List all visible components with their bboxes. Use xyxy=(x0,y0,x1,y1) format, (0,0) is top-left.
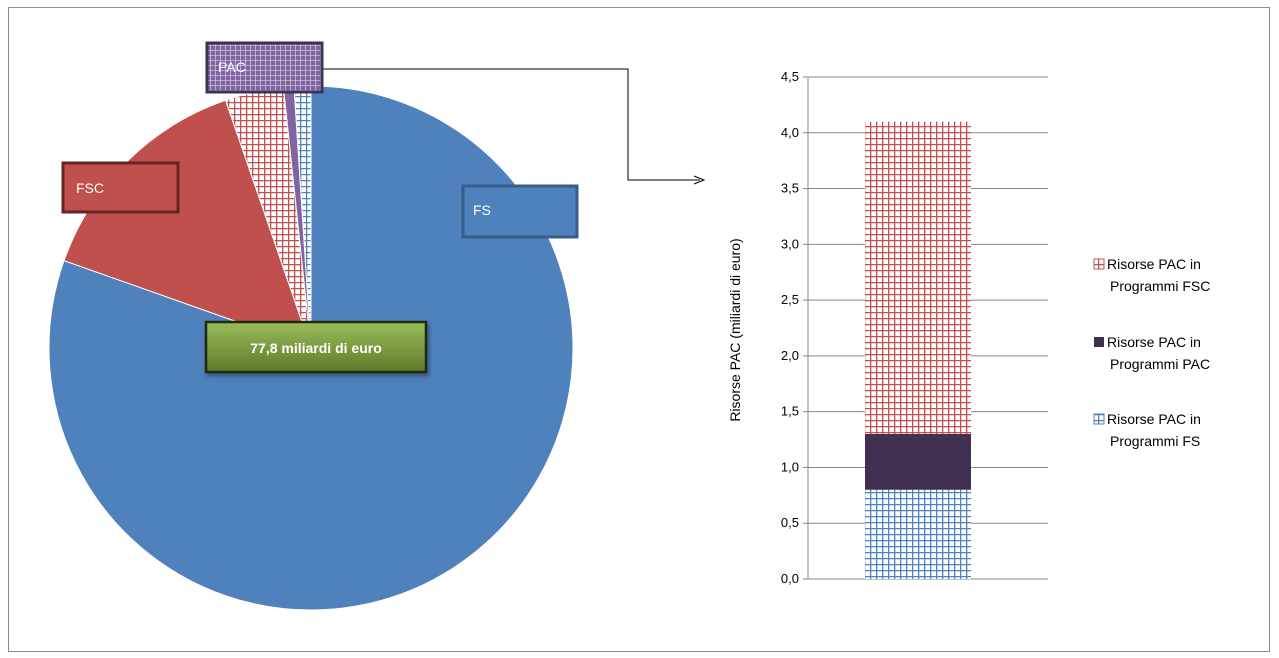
legend-swatch-programmi-fsc xyxy=(1093,258,1105,270)
center-total-text: 77,8 miliardi di euro xyxy=(250,340,382,356)
callout-fsc-box xyxy=(61,161,180,214)
callout-fsc: FSC xyxy=(61,161,180,214)
y-tick-label: 2,5 xyxy=(781,292,799,307)
legend-swatch-programmi-pac xyxy=(1094,337,1104,347)
stacked-bar-chart: 0,0 0,5 1,0 1,5 2,0 2,5 3,0 3,5 4,0 4,5 Risorse P… xyxy=(727,69,1048,586)
center-total-box xyxy=(204,320,428,374)
bar-segment-risorse-pac-in-programmi-fsc xyxy=(865,121,971,434)
y-axis-label: Risorse PAC (miliardi di euro) xyxy=(727,238,743,421)
y-tick-label: 3,0 xyxy=(781,236,799,251)
bar-segments xyxy=(865,121,971,579)
callout-pac-label: PAC xyxy=(218,59,246,75)
callout-fs-label: FS xyxy=(473,202,491,218)
bar-segment-risorse-pac-in-programmi-pac xyxy=(865,433,971,490)
legend-label-line1: Risorse PAC in xyxy=(1107,411,1201,427)
y-tick-label: 1,5 xyxy=(781,404,799,419)
callout-fs-box xyxy=(461,184,579,239)
legend-label-line1: Risorse PAC in xyxy=(1107,256,1201,272)
legend: Risorse PAC in Programmi FSC Risorse PAC i… xyxy=(1093,256,1210,449)
legend-swatch-programmi-fs xyxy=(1093,413,1105,425)
y-tick-label: 4,5 xyxy=(781,69,799,84)
center-total-label: 77,8 miliardi di euro xyxy=(204,320,428,374)
callout-fs: FS xyxy=(461,184,579,239)
y-tick-label: 1,0 xyxy=(781,459,799,474)
connector-arrowhead xyxy=(693,175,706,185)
y-tick-label: 2,0 xyxy=(781,348,799,363)
callout-pac: PAC xyxy=(205,41,324,94)
y-tick-label: 0,5 xyxy=(781,515,799,530)
bar-segment-risorse-pac-in-programmi-fs xyxy=(865,489,971,579)
legend-label-line1: Risorse PAC in xyxy=(1107,334,1201,350)
y-tick-label: 3,5 xyxy=(781,181,799,196)
callout-pac-box xyxy=(205,41,324,94)
y-tick-label: 0,0 xyxy=(781,571,799,586)
legend-label-line2: Programmi FSC xyxy=(1110,278,1210,294)
legend-label-line2: Programmi PAC xyxy=(1110,356,1210,372)
callout-fsc-label: FSC xyxy=(76,180,104,196)
y-tick-labels: 0,0 0,5 1,0 1,5 2,0 2,5 3,0 3,5 4,0 4,5 xyxy=(781,69,799,586)
y-tick-label: 4,0 xyxy=(781,125,799,140)
legend-label-line2: Programmi FS xyxy=(1110,433,1200,449)
connector-line xyxy=(322,68,700,181)
